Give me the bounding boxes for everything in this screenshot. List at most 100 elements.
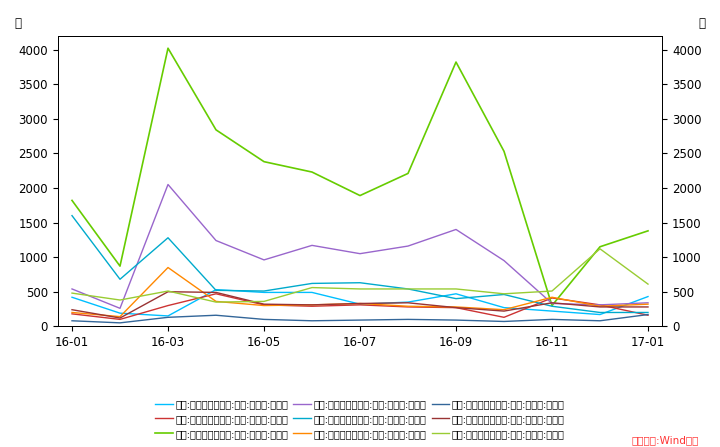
杭州:商品房成交套数:住宅:西湖区:当月值 — [500, 292, 508, 297]
杭州:商品房成交套数:住宅:之江区:当月值 — [116, 320, 125, 325]
杭州:商品房成交套数:住宅:之江区:当月值 — [163, 315, 172, 320]
杭州:商品房成交套数:住宅:江干区:当月值 — [260, 159, 269, 164]
杭州:商品房成交套数:住宅:江干区:当月值 — [212, 127, 220, 132]
杭州:商品房成交套数:住宅:滨江区:当月值 — [307, 302, 316, 308]
杭州:商品房成交套数:住宅:上城区:当月值 — [451, 291, 460, 296]
杭州:商品房成交套数:住宅:江干区:当月值 — [595, 244, 604, 249]
杭州:商品房成交套数:住宅:下沙区:当月值 — [644, 304, 652, 310]
杭州:商品房成交套数:住宅:拱墅区:当月值 — [404, 243, 413, 249]
杭州:商品房成交套数:住宅:下沙区:当月值 — [68, 307, 76, 312]
杭州:商品房成交套数:住宅:西湖区:当月值 — [68, 213, 76, 218]
杭州:商品房成交套数:住宅:江干区:当月值 — [356, 193, 364, 198]
杭州:商品房成交套数:住宅:萧山区:当月值 — [404, 286, 413, 291]
杭州:商品房成交套数:住宅:上城区:当月值 — [68, 295, 76, 300]
杭州:商品房成交套数:住宅:江干区:当月值 — [307, 169, 316, 175]
杭州:商品房成交套数:住宅:江干区:当月值 — [116, 263, 125, 269]
杭州:商品房成交套数:住宅:之江区:当月值 — [500, 319, 508, 324]
杭州:商品房成交套数:住宅:西湖区:当月值 — [356, 280, 364, 286]
杭州:商品房成交套数:住宅:西湖区:当月值 — [163, 235, 172, 240]
杭州:商品房成交套数:住宅:滨江区:当月值 — [404, 304, 413, 309]
杭州:商品房成交套数:住宅:下沙区:当月值 — [451, 305, 460, 310]
杭州:商品房成交套数:住宅:江干区:当月值 — [163, 46, 172, 51]
Line: 杭州:商品房成交套数:住宅:上城区:当月值: 杭州:商品房成交套数:住宅:上城区:当月值 — [72, 290, 648, 316]
杭州:商品房成交套数:住宅:下城区:当月值 — [260, 302, 269, 308]
杭州:商品房成交套数:住宅:萧山区:当月值 — [116, 297, 125, 303]
杭州:商品房成交套数:住宅:拱墅区:当月值 — [116, 306, 125, 311]
杭州:商品房成交套数:住宅:西湖区:当月值 — [548, 304, 557, 309]
杭州:商品房成交套数:住宅:下城区:当月值 — [451, 305, 460, 310]
杭州:商品房成交套数:住宅:之江区:当月值 — [68, 318, 76, 324]
Line: 杭州:商品房成交套数:住宅:西湖区:当月值: 杭州:商品房成交套数:住宅:西湖区:当月值 — [72, 215, 648, 312]
杭州:商品房成交套数:住宅:上城区:当月值 — [163, 313, 172, 319]
杭州:商品房成交套数:住宅:江干区:当月值 — [500, 148, 508, 154]
杭州:商品房成交套数:住宅:之江区:当月值 — [548, 317, 557, 322]
杭州:商品房成交套数:住宅:滨江区:当月值 — [212, 299, 220, 304]
Line: 杭州:商品房成交套数:住宅:滨江区:当月值: 杭州:商品房成交套数:住宅:滨江区:当月值 — [72, 267, 648, 316]
Text: 数据来源:Wind资讯: 数据来源:Wind资讯 — [631, 435, 698, 445]
杭州:商品房成交套数:住宅:上城区:当月值 — [644, 294, 652, 299]
杭州:商品房成交套数:住宅:之江区:当月值 — [595, 318, 604, 324]
杭州:商品房成交套数:住宅:下沙区:当月值 — [260, 301, 269, 307]
杭州:商品房成交套数:住宅:江干区:当月值 — [644, 228, 652, 233]
杭州:商品房成交套数:住宅:之江区:当月值 — [307, 318, 316, 324]
杭州:商品房成交套数:住宅:拱墅区:当月值 — [260, 257, 269, 262]
杭州:商品房成交套数:住宅:下城区:当月值 — [644, 312, 652, 318]
杭州:商品房成交套数:住宅:下沙区:当月值 — [595, 304, 604, 310]
杭州:商品房成交套数:住宅:下城区:当月值 — [404, 304, 413, 310]
杭州:商品房成交套数:住宅:下城区:当月值 — [356, 302, 364, 308]
杭州:商品房成交套数:住宅:滨江区:当月值 — [500, 307, 508, 312]
杭州:商品房成交套数:住宅:之江区:当月值 — [404, 317, 413, 322]
Line: 杭州:商品房成交套数:住宅:萧山区:当月值: 杭州:商品房成交套数:住宅:萧山区:当月值 — [72, 249, 648, 302]
杭州:商品房成交套数:住宅:萧山区:当月值 — [212, 299, 220, 305]
杭州:商品房成交套数:住宅:滨江区:当月值 — [644, 301, 652, 307]
杭州:商品房成交套数:住宅:萧山区:当月值 — [500, 291, 508, 296]
杭州:商品房成交套数:住宅:上城区:当月值 — [500, 305, 508, 310]
Line: 杭州:商品房成交套数:住宅:之江区:当月值: 杭州:商品房成交套数:住宅:之江区:当月值 — [72, 315, 648, 323]
杭州:商品房成交套数:住宅:下沙区:当月值 — [116, 315, 125, 320]
杭州:商品房成交套数:住宅:萧山区:当月值 — [356, 286, 364, 291]
杭州:商品房成交套数:住宅:萧山区:当月值 — [260, 299, 269, 304]
杭州:商品房成交套数:住宅:下城区:当月值 — [68, 311, 76, 316]
杭州:商品房成交套数:住宅:西湖区:当月值 — [116, 277, 125, 282]
杭州:商品房成交套数:住宅:下沙区:当月值 — [307, 302, 316, 308]
杭州:商品房成交套数:住宅:上城区:当月值 — [404, 299, 413, 305]
杭州:商品房成交套数:住宅:拱墅区:当月值 — [644, 300, 652, 305]
杭州:商品房成交套数:住宅:上城区:当月值 — [595, 312, 604, 317]
杭州:商品房成交套数:住宅:滨江区:当月值 — [595, 304, 604, 309]
杭州:商品房成交套数:住宅:西湖区:当月值 — [260, 288, 269, 294]
杭州:商品房成交套数:住宅:下沙区:当月值 — [212, 290, 220, 295]
杭州:商品房成交套数:住宅:下城区:当月值 — [548, 295, 557, 301]
杭州:商品房成交套数:住宅:滨江区:当月值 — [163, 265, 172, 270]
杭州:商品房成交套数:住宅:之江区:当月值 — [451, 317, 460, 323]
杭州:商品房成交套数:住宅:拱墅区:当月值 — [356, 251, 364, 256]
杭州:商品房成交套数:住宅:滨江区:当月值 — [451, 304, 460, 310]
杭州:商品房成交套数:住宅:上城区:当月值 — [212, 287, 220, 292]
杭州:商品房成交套数:住宅:江干区:当月值 — [451, 59, 460, 65]
杭州:商品房成交套数:住宅:上城区:当月值 — [548, 308, 557, 314]
杭州:商品房成交套数:住宅:之江区:当月值 — [260, 317, 269, 322]
杭州:商品房成交套数:住宅:下沙区:当月值 — [548, 300, 557, 305]
Text: 套: 套 — [698, 17, 705, 30]
杭州:商品房成交套数:住宅:萧山区:当月值 — [548, 288, 557, 294]
杭州:商品房成交套数:住宅:上城区:当月值 — [260, 290, 269, 295]
杭州:商品房成交套数:住宅:西湖区:当月值 — [404, 286, 413, 291]
杭州:商品房成交套数:住宅:上城区:当月值 — [116, 311, 125, 316]
Legend: 杭州:商品房成交套数:住宅:上城区:当月值, 杭州:商品房成交套数:住宅:下城区:当月值, 杭州:商品房成交套数:住宅:江干区:当月值, 杭州:商品房成交套数:: 杭州:商品房成交套数:住宅:上城区:当月值, 杭州:商品房成交套数:住宅:下城区… — [151, 395, 569, 443]
杭州:商品房成交套数:住宅:下沙区:当月值 — [500, 308, 508, 314]
杭州:商品房成交套数:住宅:下沙区:当月值 — [163, 289, 172, 295]
杭州:商品房成交套数:住宅:萧山区:当月值 — [644, 282, 652, 287]
Line: 杭州:商品房成交套数:住宅:江干区:当月值: 杭州:商品房成交套数:住宅:江干区:当月值 — [72, 48, 648, 306]
杭州:商品房成交套数:住宅:拱墅区:当月值 — [307, 243, 316, 248]
杭州:商品房成交套数:住宅:萧山区:当月值 — [307, 285, 316, 290]
杭州:商品房成交套数:住宅:之江区:当月值 — [356, 317, 364, 323]
杭州:商品房成交套数:住宅:西湖区:当月值 — [644, 310, 652, 315]
杭州:商品房成交套数:住宅:拱墅区:当月值 — [500, 258, 508, 263]
杭州:商品房成交套数:住宅:滨江区:当月值 — [260, 303, 269, 308]
杭州:商品房成交套数:住宅:之江区:当月值 — [212, 312, 220, 318]
杭州:商品房成交套数:住宅:滨江区:当月值 — [356, 301, 364, 306]
杭州:商品房成交套数:住宅:拱墅区:当月值 — [548, 301, 557, 306]
杭州:商品房成交套数:住宅:拱墅区:当月值 — [595, 302, 604, 308]
杭州:商品房成交套数:住宅:萧山区:当月值 — [595, 246, 604, 252]
杭州:商品房成交套数:住宅:西湖区:当月值 — [307, 281, 316, 286]
杭州:商品房成交套数:住宅:西湖区:当月值 — [451, 296, 460, 301]
